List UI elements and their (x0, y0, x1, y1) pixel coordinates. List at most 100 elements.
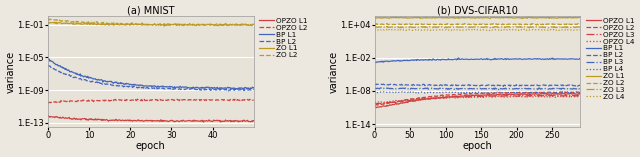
ZO L2 (371, 23, 378, 25)
OPZO L2 (45, 102, 52, 104)
BP L2 (497, 84, 505, 86)
BP L4 (559, 91, 566, 93)
OPZO L2 (494, 92, 502, 94)
ZO L3 (559, 26, 566, 28)
BP L1 (45, 58, 52, 60)
BP L1 (218, 87, 225, 89)
ZO L4 (563, 30, 570, 32)
Line: OPZO L2: OPZO L2 (48, 99, 253, 103)
ZO L1 (219, 24, 227, 25)
Line: ZO L2: ZO L2 (48, 19, 253, 26)
OPZO L1 (497, 94, 505, 96)
OPZO L2 (372, 104, 380, 106)
ZO L1 (577, 16, 584, 18)
OPZO L1 (170, 120, 178, 122)
OPZO L4 (494, 95, 502, 97)
BP L2 (559, 84, 566, 86)
OPZO L2 (166, 99, 174, 101)
ZO L2 (497, 24, 505, 25)
ZO L2 (532, 24, 540, 26)
ZO L1 (51, 21, 59, 23)
Legend: OPZO L1, OPZO L2, BP L1, BP L2, ZO L1, ZO L2: OPZO L1, OPZO L2, BP L1, BP L2, ZO L1, Z… (259, 18, 307, 58)
ZO L1 (45, 22, 52, 24)
OPZO L3 (373, 103, 381, 105)
ZO L2 (546, 23, 554, 25)
ZO L1 (486, 18, 494, 19)
BP L1 (250, 87, 257, 89)
ZO L2 (171, 23, 179, 25)
OPZO L2 (167, 99, 175, 101)
X-axis label: epoch: epoch (463, 141, 492, 152)
BP L1 (577, 58, 584, 60)
OPZO L2 (371, 104, 379, 106)
ZO L1 (546, 17, 554, 19)
BP L3 (494, 88, 502, 89)
ZO L4 (493, 29, 501, 31)
OPZO L1 (200, 121, 207, 123)
ZO L3 (383, 25, 391, 27)
Y-axis label: variance: variance (6, 51, 15, 93)
ZO L2 (577, 24, 584, 25)
ZO L1 (161, 25, 168, 27)
OPZO L2 (173, 98, 180, 100)
ZO L3 (557, 27, 564, 29)
BP L3 (371, 88, 378, 89)
ZO L1 (167, 24, 175, 26)
BP L3 (577, 88, 584, 90)
OPZO L4 (546, 96, 554, 98)
OPZO L2 (564, 91, 572, 93)
Line: BP L1: BP L1 (374, 58, 580, 63)
OPZO L2 (232, 99, 239, 101)
Line: ZO L1: ZO L1 (48, 22, 253, 26)
ZO L4 (577, 29, 584, 31)
OPZO L3 (494, 95, 502, 97)
BP L3 (493, 87, 501, 89)
Title: (b) DVS-CIFAR10: (b) DVS-CIFAR10 (437, 5, 518, 16)
BP L2 (231, 88, 239, 90)
BP L3 (498, 88, 506, 90)
BP L2 (499, 85, 507, 87)
BP L1 (558, 58, 566, 60)
BP L3 (559, 87, 566, 89)
Line: ZO L1: ZO L1 (374, 17, 580, 19)
ZO L2 (493, 24, 501, 26)
OPZO L1 (166, 119, 174, 121)
BP L3 (546, 88, 554, 90)
BP L3 (380, 87, 388, 89)
ZO L1 (44, 22, 52, 24)
OPZO L2 (493, 92, 501, 94)
BP L2 (170, 88, 178, 90)
OPZO L4 (371, 101, 378, 103)
OPZO L1 (373, 107, 381, 109)
BP L2 (44, 64, 52, 66)
ZO L3 (494, 26, 502, 28)
ZO L1 (495, 17, 502, 19)
ZO L4 (371, 28, 378, 30)
BP L1 (233, 88, 241, 90)
OPZO L3 (371, 103, 378, 105)
BP L4 (577, 92, 584, 94)
ZO L1 (494, 17, 502, 19)
ZO L1 (172, 24, 179, 26)
ZO L1 (168, 23, 175, 25)
BP L4 (371, 91, 379, 93)
BP L2 (546, 84, 554, 86)
Line: BP L3: BP L3 (374, 88, 580, 90)
BP L2 (371, 84, 378, 86)
ZO L4 (497, 29, 505, 31)
BP L2 (577, 85, 584, 87)
OPZO L2 (371, 104, 378, 106)
ZO L4 (384, 28, 392, 30)
BP L3 (371, 88, 379, 89)
BP L4 (546, 92, 554, 94)
OPZO L1 (548, 92, 556, 94)
OPZO L1 (231, 119, 239, 121)
OPZO L2 (45, 102, 53, 103)
OPZO L3 (577, 94, 584, 96)
BP L2 (382, 83, 390, 85)
BP L4 (498, 92, 506, 94)
ZO L1 (429, 16, 437, 18)
OPZO L4 (559, 96, 566, 97)
ZO L2 (167, 23, 175, 25)
ZO L2 (166, 24, 174, 26)
